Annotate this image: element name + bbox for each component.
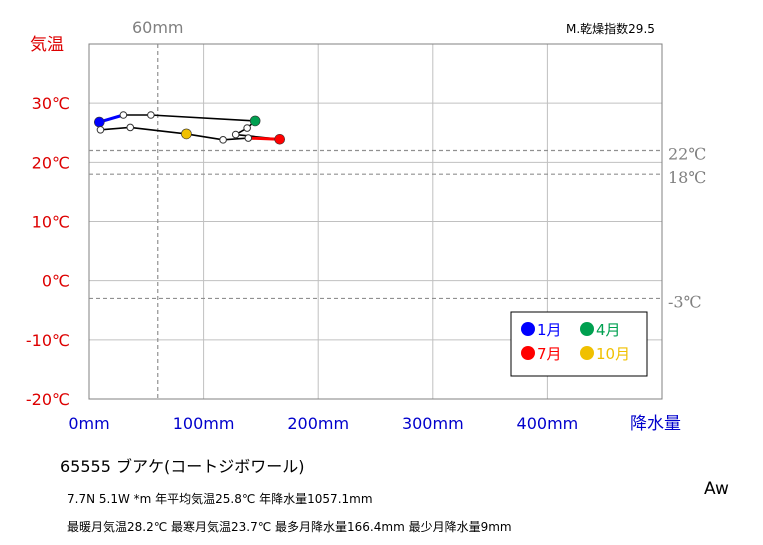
ref-label-temp: 18℃ (668, 168, 706, 187)
series-segment (99, 126, 132, 131)
station-name: 65555 ブアケ(コートジボワール) (60, 457, 305, 476)
month-point-6 (231, 130, 240, 139)
month-point-8 (244, 134, 253, 142)
legend-marker (580, 346, 594, 360)
legend-marker (580, 322, 594, 336)
ref-label-temp: 22℃ (668, 145, 706, 164)
legend-label: 7月 (537, 345, 562, 363)
plot-frame (88, 43, 663, 400)
y-tick-label: 10℃ (32, 213, 70, 232)
legend-label: 4月 (596, 321, 621, 339)
x-tick-label: 300mm (402, 414, 464, 433)
month-point-1 (94, 116, 105, 128)
legend-box (510, 311, 648, 377)
x-axis-ticks: 0mm 100mm 200mm 300mm 400mm (68, 414, 578, 433)
month-point-9 (219, 136, 227, 144)
station-info-line2: 最暖月気温28.2℃ 最寒月気温23.7℃ 最多月降水量166.4mm 最少月降… (67, 520, 512, 534)
month-point-7 (274, 133, 285, 145)
legend-label: 10月 (596, 345, 630, 363)
grid (88, 43, 663, 400)
series-segment (185, 133, 224, 141)
reference-lines: 60mm 22℃ 18℃ -3℃ (89, 18, 706, 399)
month-point-2 (119, 111, 128, 119)
month-point-4 (249, 115, 261, 127)
ref-label-temp: -3℃ (668, 292, 701, 311)
x-tick-label: 100mm (173, 414, 235, 433)
series-segment (150, 114, 256, 122)
month-point-5 (243, 124, 251, 132)
y-tick-label: -10℃ (26, 331, 70, 350)
climate-classification: Aw (704, 479, 729, 499)
y-tick-label: 0℃ (42, 272, 70, 291)
x-tick-label: 200mm (287, 414, 349, 433)
y-tick-label: 20℃ (32, 153, 70, 172)
month-point-10 (181, 128, 192, 140)
legend-marker (521, 346, 535, 360)
x-axis-label: 降水量 (630, 414, 681, 434)
station-info-line1: 7.7N 5.1W *m 年平均気温25.8℃ 年降水量1057.1mm (67, 492, 373, 506)
month-point-11 (126, 123, 135, 132)
climate-series (94, 111, 285, 145)
legend-marker (521, 322, 535, 336)
ref-label-precip: 60mm (132, 18, 184, 37)
x-tick-label: 400mm (517, 414, 579, 433)
month-point-12 (96, 125, 105, 134)
y-axis-label: 気温 (30, 35, 64, 55)
y-axis-ticks: -20℃ -10℃ 0℃ 10℃ 20℃ 30℃ (26, 94, 70, 409)
x-tick-label: 0mm (68, 414, 109, 433)
legend-label: 1月 (537, 321, 562, 339)
series-segment (222, 137, 250, 141)
aridity-index: M.乾燥指数29.5 (566, 22, 655, 36)
y-tick-label: 30℃ (32, 94, 70, 113)
legend: 1月 4月 7月 10月 (510, 311, 648, 377)
y-tick-label: -20℃ (26, 390, 70, 409)
series-segment (129, 126, 188, 135)
month-point-3 (147, 111, 155, 119)
